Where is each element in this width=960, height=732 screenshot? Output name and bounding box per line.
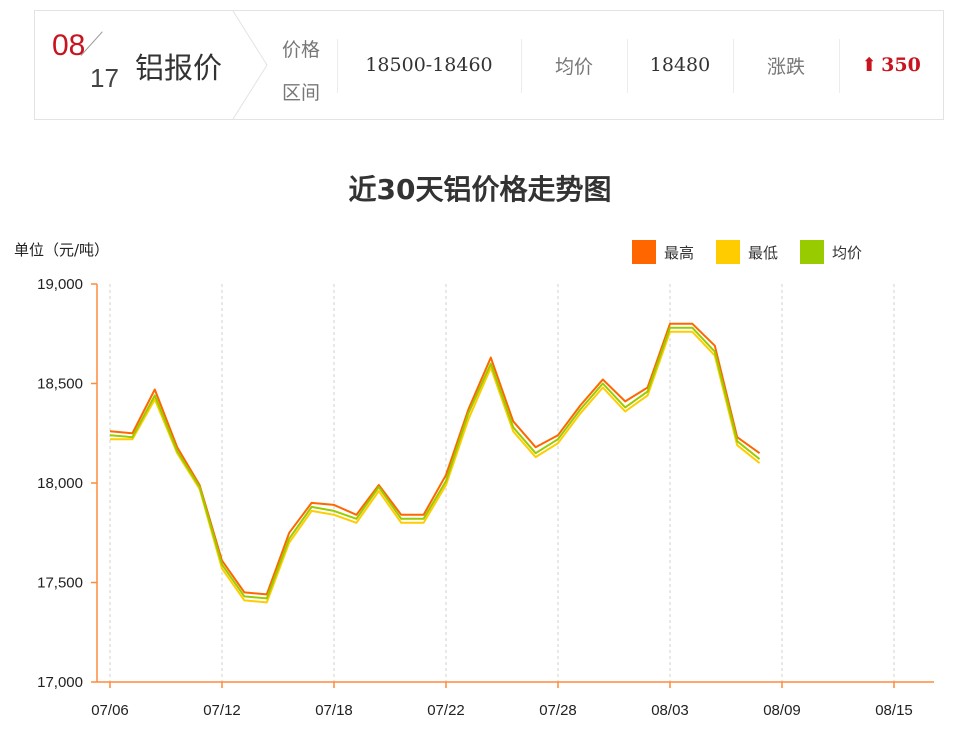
chart-title: 近30天铝价格走势图 <box>348 173 612 206</box>
x-tick-label: 07/06 <box>91 702 129 719</box>
x-tick-label: 08/15 <box>875 702 913 719</box>
y-tick-label: 17,000 <box>37 674 83 691</box>
y-tick-label: 18,000 <box>37 475 83 492</box>
legend-label: 最低 <box>748 244 778 262</box>
date-month: 08 <box>52 29 86 62</box>
separator <box>733 39 734 93</box>
series-line-最低 <box>110 330 761 604</box>
price-header-bar: 08 17 铝报价 价格 区间 18500-18460 均价 18480 涨跌 … <box>34 10 944 120</box>
x-tick-label: 08/09 <box>763 702 801 719</box>
series-line-均价 <box>109 326 761 600</box>
price-range-label-line2: 区间 <box>281 82 320 104</box>
legend-swatch <box>632 240 656 264</box>
y-tick-label: 18,500 <box>37 376 83 393</box>
date-block: 08 17 <box>35 11 145 119</box>
separator <box>627 39 628 93</box>
separator <box>337 39 338 93</box>
x-tick-label: 07/12 <box>203 702 241 719</box>
legend-swatch <box>800 240 824 264</box>
x-tick-label: 07/18 <box>315 702 353 719</box>
legend-swatch <box>716 240 740 264</box>
y-axis-unit-label: 单位（元/吨） <box>14 241 109 259</box>
up-arrow-icon: ⬆ <box>861 54 878 76</box>
date-day: 17 <box>90 63 119 93</box>
legend-label: 最高 <box>664 244 694 262</box>
separator <box>839 39 840 93</box>
price-range-value: 18500-18460 <box>365 54 493 76</box>
price-trend-chart: 单位（元/吨） 17,000 17,500 18,000 18,500 19,000 07/… <box>14 240 934 719</box>
legend-label: 均价 <box>832 244 862 262</box>
y-tick-label: 17,500 <box>37 575 83 592</box>
change-value-cell: ⬆ 350 <box>839 11 943 119</box>
series-line-最高 <box>109 322 761 596</box>
x-tick-label: 07/22 <box>427 702 465 719</box>
chevron-divider-icon <box>232 11 268 119</box>
header-title: 铝报价 <box>135 51 223 85</box>
change-label: 涨跌 <box>766 55 805 78</box>
x-tick-label: 08/03 <box>651 702 689 719</box>
avg-price-value: 18480 <box>649 54 711 76</box>
separator <box>521 39 522 93</box>
y-tick-label: 19,000 <box>37 276 83 293</box>
price-range-label-line1: 价格 <box>281 39 320 61</box>
change-value: 350 <box>881 54 921 76</box>
price-range-label: 价格 区间 <box>271 29 331 115</box>
avg-price-label: 均价 <box>554 55 593 78</box>
x-tick-label: 07/28 <box>539 702 577 719</box>
